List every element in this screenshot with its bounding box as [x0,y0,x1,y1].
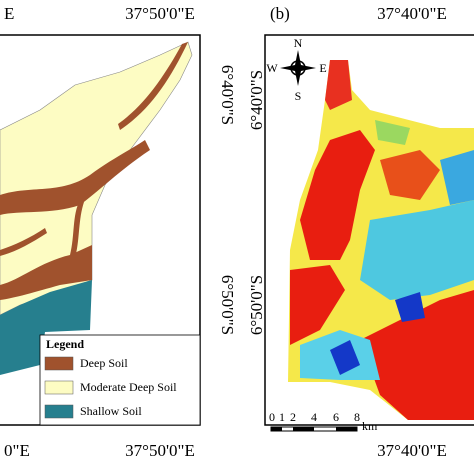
raster-patch [440,150,474,205]
raster-patch [395,292,425,322]
lon-label: E [4,4,14,23]
lon-label: 37°50'0"E [125,441,195,460]
legend-swatch [44,404,74,419]
scale-tick-label: 8 [354,410,360,424]
shallow-soil-area [0,280,92,375]
raster-patch [330,340,360,375]
legend-swatch [44,380,74,395]
raster-patch [290,265,345,345]
raster-patch [360,200,474,300]
lon-label: 37°50'0"E [125,4,195,23]
legend-title: Legend [46,337,84,351]
scale-tick-label: 1 [279,410,285,424]
legend-label: Shallow Soil [80,404,142,418]
lat-label: 6°50'0"S [247,275,266,335]
raster-patch [360,290,474,420]
lon-label: 37°40'0"E [377,4,447,23]
scale-tick-label: 2 [290,410,296,424]
lat-label: 6°40'0"S [218,65,237,125]
legend-label: Deep Soil [80,356,128,370]
deep-soil-river [0,140,150,215]
scale-tick-label: 4 [311,410,317,424]
lat-label: 6°40'0"S [247,70,266,130]
compass-label: E [319,61,326,75]
lon-label: 0"E [4,441,30,460]
raster-patch [380,150,440,200]
raster-patch [300,130,375,260]
scale-unit: km [362,419,378,433]
raster-patch [325,60,352,110]
panel-label: (b) [270,4,290,23]
scale-bar [270,426,358,432]
deep-soil-river [0,228,47,256]
deep-soil-river [118,42,188,130]
deep-soil-river [70,200,84,258]
lat-label: 6°50'0"S [218,275,237,335]
deep-soil-river [0,245,92,300]
lon-label: 37°40'0"E [377,441,447,460]
compass-label: S [295,89,302,103]
legend-label: Moderate Deep Soil [80,380,177,394]
compass-label: N [294,36,303,50]
scale-tick-label: 6 [333,410,339,424]
raster-patch [375,120,410,145]
north-arrow [280,50,316,86]
compass-label: W [266,61,278,75]
scale-tick-label: 0 [269,410,275,424]
legend-swatch [44,356,74,371]
